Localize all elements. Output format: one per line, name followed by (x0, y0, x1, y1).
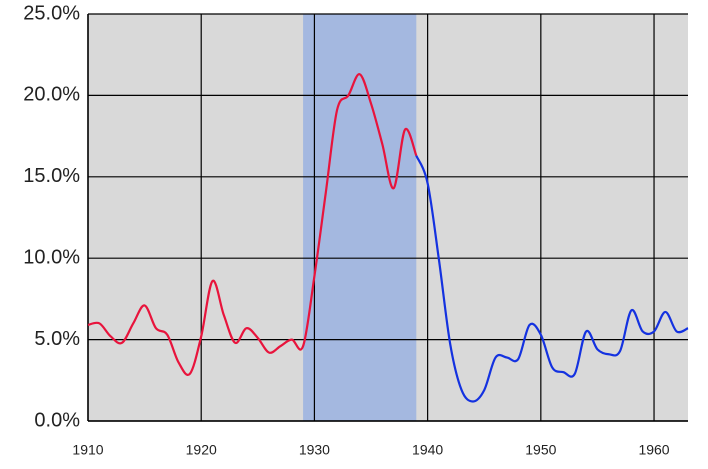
y-tick-label: 0.0% (34, 409, 80, 431)
y-tick-label: 20.0% (23, 84, 80, 106)
line-series (87, 73, 418, 376)
y-tick-label: 25.0% (23, 2, 80, 24)
y-tick-label: 10.0% (23, 246, 80, 268)
x-tick-label: 1920 (186, 442, 217, 458)
y-tick-label: 5.0% (34, 328, 80, 350)
x-tick-label: 1960 (638, 442, 669, 458)
x-tick-label: 1930 (299, 442, 330, 458)
x-tick-label: 1950 (525, 442, 556, 458)
x-tick-label: 1940 (412, 442, 443, 458)
line-series (415, 155, 689, 403)
x-tick-label: 1910 (72, 442, 103, 458)
y-tick-label: 15.0% (23, 165, 80, 187)
